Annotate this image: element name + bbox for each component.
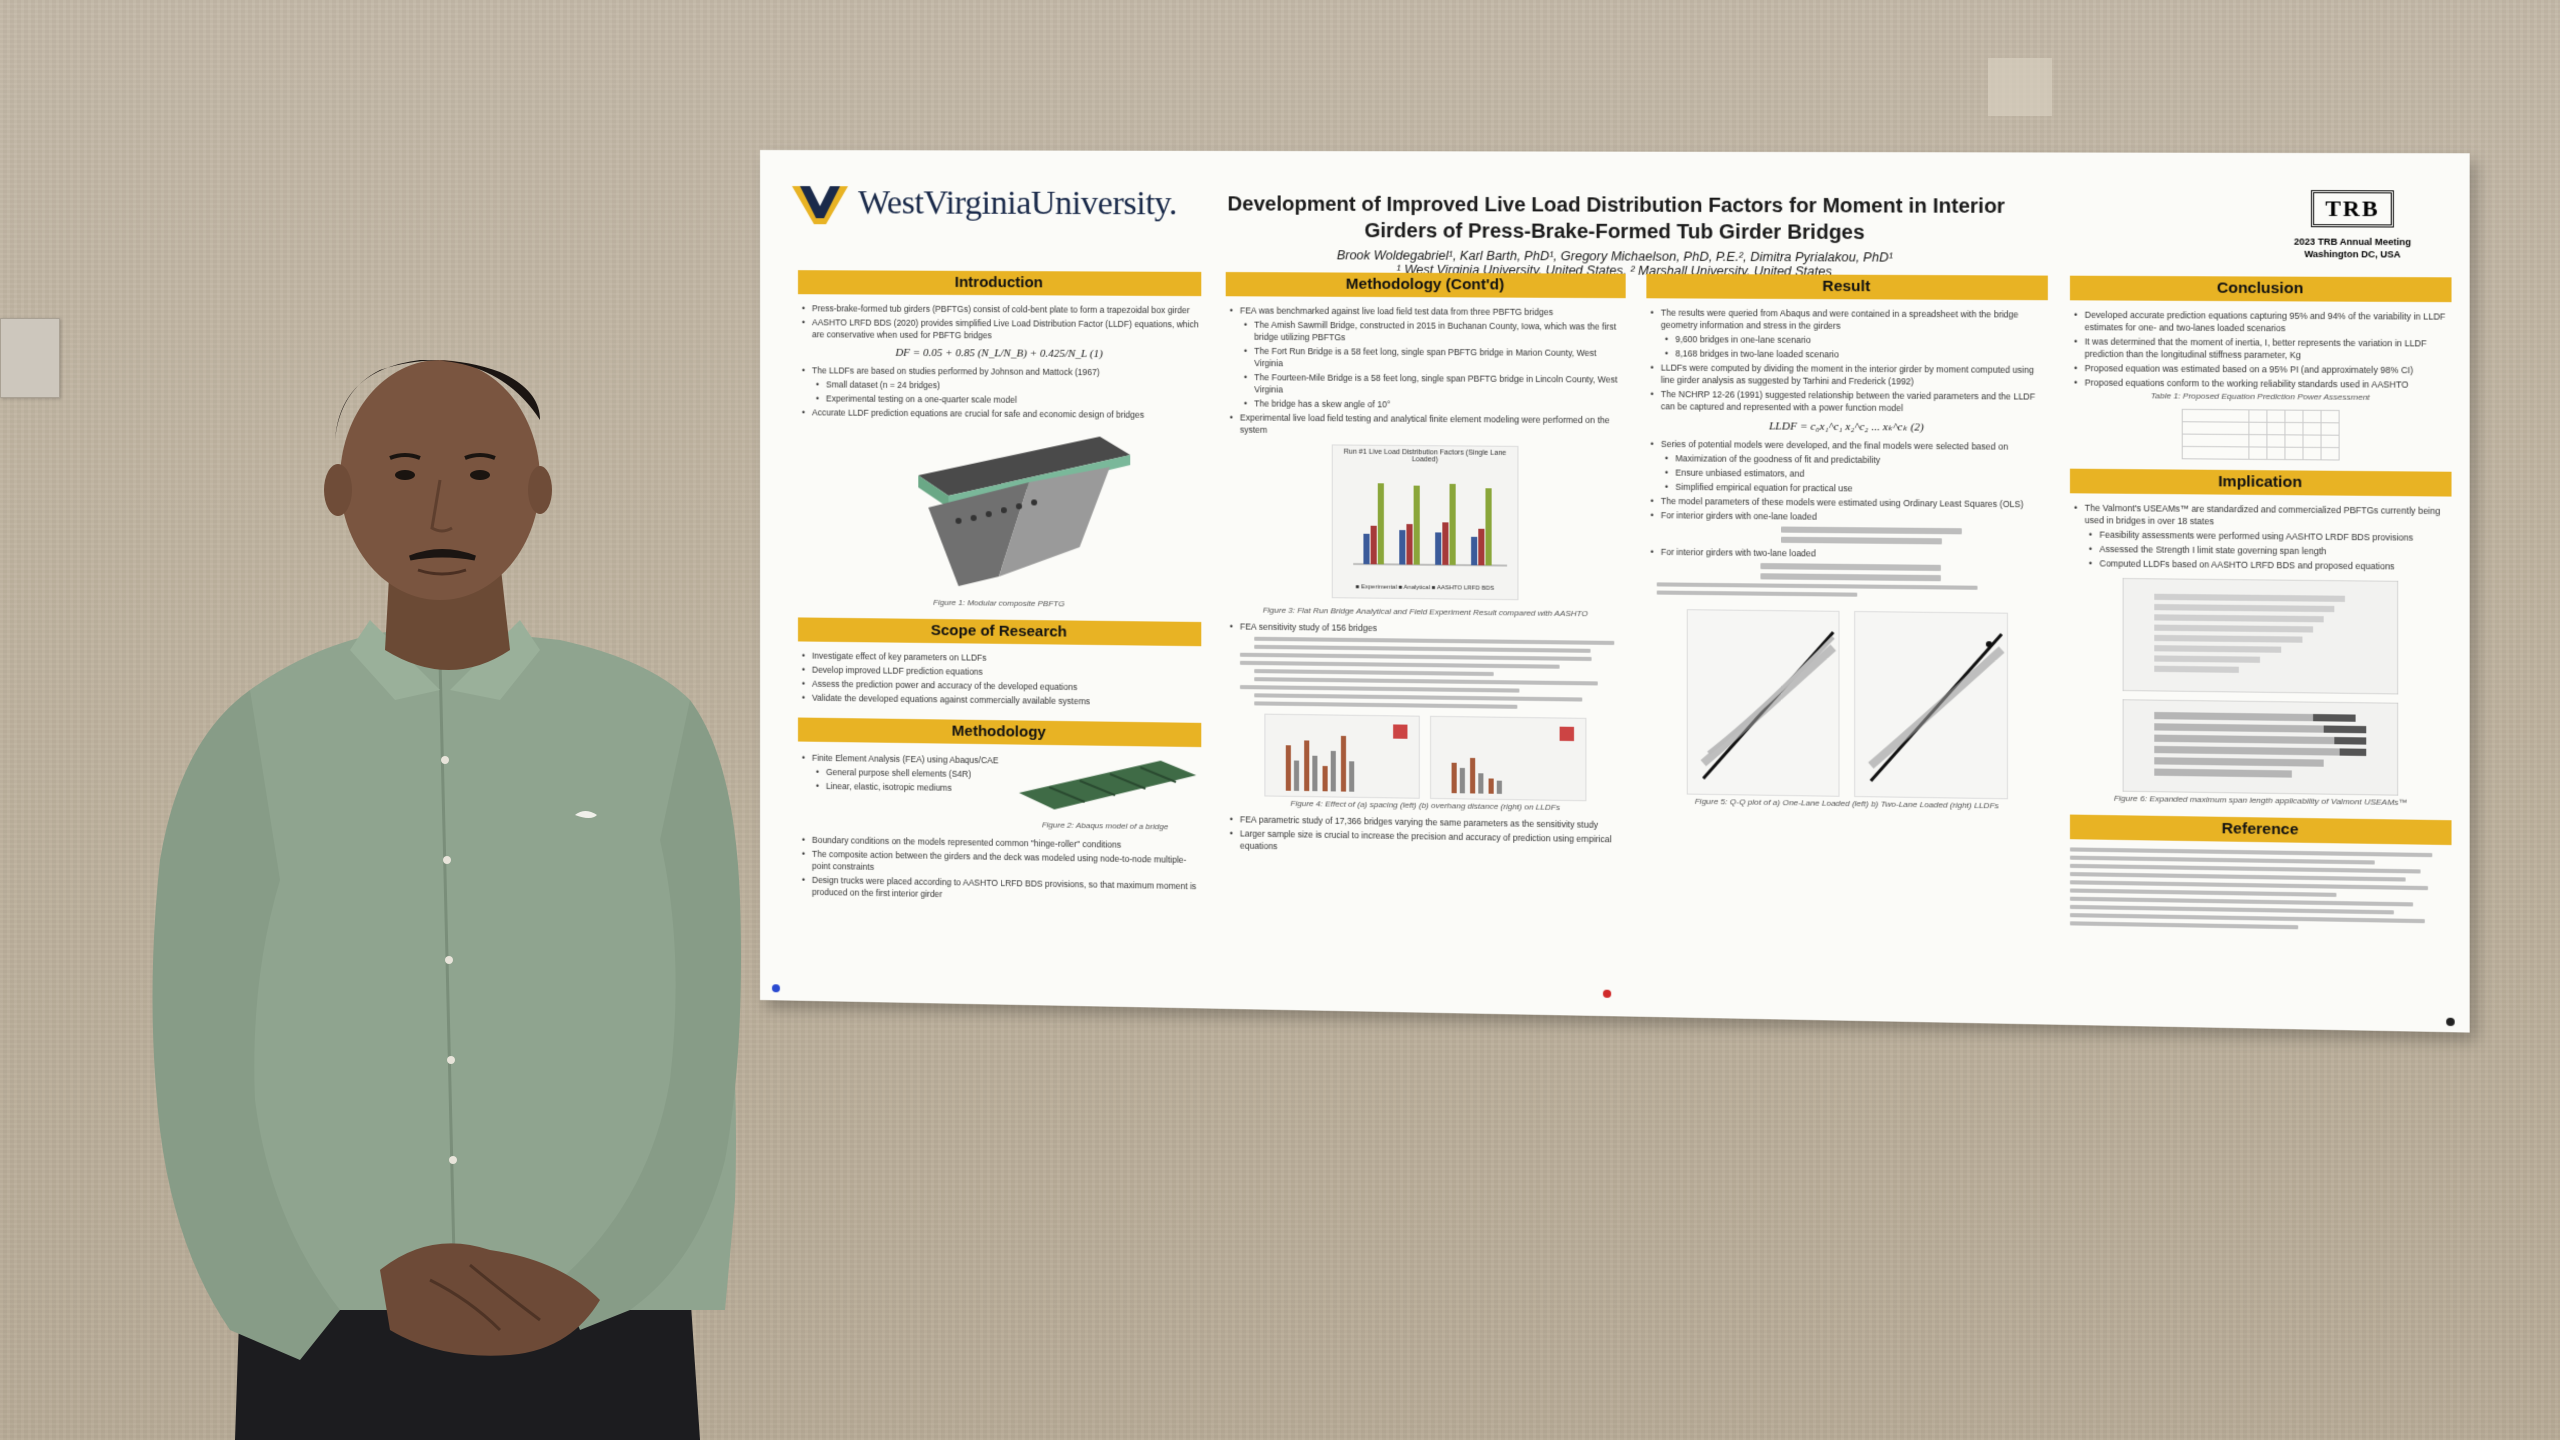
conclusion-bullet: It was determined that the moment of ine… (2070, 335, 2452, 362)
intro-equation: DF = 0.05 + 0.85 (N_L/N_B) + 0.425/N_L (… (798, 346, 1201, 360)
methodology-bullet: Finite Element Analysis (FEA) using Abaq… (798, 752, 1001, 767)
result-bullet: The model parameters of these models wer… (1646, 495, 2048, 511)
table-1-caption: Table 1: Proposed Equation Prediction Po… (2070, 391, 2452, 403)
section-result-header: Result (1646, 274, 2048, 300)
result-bullet: The results were queried from Abaqus and… (1646, 306, 2048, 333)
implication-sub-bullet: Feasibility assessments were performed u… (2070, 528, 2452, 544)
trb-logo: TRB (2311, 190, 2393, 227)
intro-bullet: Accurate LLDF prediction equations are c… (798, 406, 1201, 421)
result-bullet: The NCHRP 12-26 (1991) suggested relatio… (1646, 388, 2048, 415)
section-scope-header: Scope of Research (798, 617, 1201, 646)
table-1 (2181, 409, 2339, 461)
research-poster: WestVirginiaUniversity. Development of I… (760, 150, 2470, 1033)
implication-bullet: Computed LLDFs based on AASHTO LRFD BDS … (2070, 557, 2452, 573)
figure-4a-chart (1264, 714, 1419, 799)
result-sub-bullet: Maximization of the goodness of fit and … (1646, 452, 2048, 467)
intro-bullet: Press-brake-formed tub girders (PBFTGs) … (798, 302, 1201, 316)
methodology-sub-bullet: General purpose shell elements (S4R) (798, 766, 1001, 781)
result-bullet: For interior girders with two-lane loade… (1646, 546, 2048, 562)
span-length-table-1 (2123, 578, 2399, 694)
methodology-contd-bullet: Larger sample size is crucial to increas… (1226, 827, 1626, 858)
methodology-contd-sub-bullet: The Fort Run Bridge is a 58 feet long, s… (1226, 345, 1626, 372)
result-sub-bullet: 9,600 bridges in one-lane scenario (1646, 333, 2048, 348)
figure-1-caption: Figure 1: Modular composite PBFTG (798, 596, 1201, 609)
conclusion-bullet: Proposed equations conform to the workin… (2070, 376, 2452, 391)
result-equation: LLDF = c₀x₁^c₁ x₂^c₂ ... xₖ^cₖ (2) (1646, 418, 2048, 434)
figure-4b-chart (1430, 716, 1586, 801)
methodology-contd-sub-bullet: The bridge has a skew angle of 10° (1226, 397, 1626, 412)
result-bullet: LLDFs were computed by dividing the mome… (1646, 361, 2048, 388)
intro-sub-bullet: Experimental testing on a one-quarter sc… (798, 392, 1201, 407)
conclusion-bullet: Developed accurate prediction equations … (2070, 309, 2452, 336)
trb-event: 2023 TRB Annual Meeting (2278, 235, 2427, 248)
section-implication-header: Implication (2070, 469, 2452, 497)
methodology-contd-sub-bullet: The Amish Sawmill Bridge, constructed in… (1226, 318, 1626, 345)
methodology-bullet: Design trucks were placed according to A… (798, 874, 1201, 905)
section-methodology-header: Methodology (798, 718, 1201, 748)
push-pin-icon (2446, 1018, 2455, 1026)
figure-3-chart-title: Run #1 Live Load Distribution Factors (S… (1333, 448, 1518, 464)
poster-column-3: Result The results were queried from Aba… (1646, 274, 2048, 1004)
poster-title-line1: Development of Improved Live Load Distri… (1203, 191, 2030, 220)
result-sub-bullet: 8,168 bridges in two-lane loaded scenari… (1646, 347, 2048, 362)
result-sub-bullet: Simplified empirical equation for practi… (1646, 480, 2048, 496)
figure-2-abaqus-image (1009, 752, 1201, 815)
person-presenter (0, 0, 800, 1440)
section-reference-header: Reference (2070, 815, 2452, 846)
poster-column-4: Conclusion Developed accurate prediction… (2070, 276, 2452, 1012)
intro-sub-bullet: Small dataset (n = 24 bridges) (798, 378, 1201, 393)
figure-3-legend: ■ Experimental ■ Analytical ■ AASHTO LRF… (1333, 584, 1518, 592)
methodology-contd-bullet: FEA was benchmarked against live load fi… (1226, 304, 1626, 318)
intro-bullet: AASHTO LRFD BDS (2020) provides simplifi… (798, 316, 1201, 342)
poster-title-line2: Girders of Press-Brake-Formed Tub Girder… (1203, 217, 2030, 246)
figure-3-chart: Run #1 Live Load Distribution Factors (S… (1332, 444, 1519, 600)
section-methodology-contd-header: Methodology (Cont'd) (1226, 272, 1626, 298)
equation-lines (1646, 525, 2048, 545)
figure-5a-qq-plot (1686, 609, 1839, 797)
methodology-contd-bullet: Experimental live load field testing and… (1226, 411, 1626, 438)
figure-3-caption: Figure 3: Flat Run Bridge Analytical and… (1226, 605, 1626, 619)
result-bullet: For interior girders with one-lane loade… (1646, 509, 2048, 525)
intro-bullet: The LLDFs are based on studies performed… (798, 364, 1201, 379)
conclusion-bullet: Proposed equation was estimated based on… (2070, 362, 2452, 377)
result-bullet: Series of potential models were develope… (1646, 438, 2048, 453)
university-name: WestVirginiaUniversity. (858, 184, 1177, 223)
figure-1-girder-image (858, 425, 1140, 598)
push-pin-icon (1603, 990, 1611, 998)
figure-2-caption: Figure 2: Abaqus model of a bridge (1009, 820, 1201, 832)
result-sub-bullet: Ensure unbiased estimators, and (1646, 466, 2048, 482)
figure-3-bars (1333, 463, 1518, 581)
university-logo: WestVirginiaUniversity. (790, 178, 1177, 229)
sensitivity-text-lines (1226, 636, 1626, 710)
methodology-contd-bullet: FEA sensitivity study of 156 bridges (1226, 620, 1626, 637)
equation-lines (1646, 562, 2048, 599)
poster-column-1: Introduction Press-brake-formed tub gird… (798, 270, 1201, 988)
methodology-sub-bullet: Linear, elastic, isotropic mediums (798, 780, 1001, 795)
figure-5b-qq-plot (1854, 611, 2008, 799)
scope-bullet: Validate the developed equations against… (798, 691, 1201, 708)
poster-column-2: Methodology (Cont'd) FEA was benchmarked… (1226, 272, 1626, 996)
reference-lines (2070, 847, 2452, 932)
section-introduction-header: Introduction (798, 270, 1201, 296)
methodology-contd-sub-bullet: The Fourteen-Mile Bridge is a 58 feet lo… (1226, 371, 1626, 398)
implication-bullet: The Valmont's USEAMs™ are standardized a… (2070, 501, 2452, 529)
implication-bullet: Assessed the Strength I limit state gove… (2070, 543, 2452, 559)
poster-title-block: Development of Improved Live Load Distri… (1203, 191, 2030, 279)
trb-location: Washington DC, USA (2278, 248, 2427, 261)
trb-badge: TRB 2023 TRB Annual Meeting Washington D… (2278, 190, 2427, 261)
wall-patch (1988, 58, 2052, 116)
section-conclusion-header: Conclusion (2070, 276, 2452, 302)
span-length-table-2 (2123, 699, 2399, 795)
